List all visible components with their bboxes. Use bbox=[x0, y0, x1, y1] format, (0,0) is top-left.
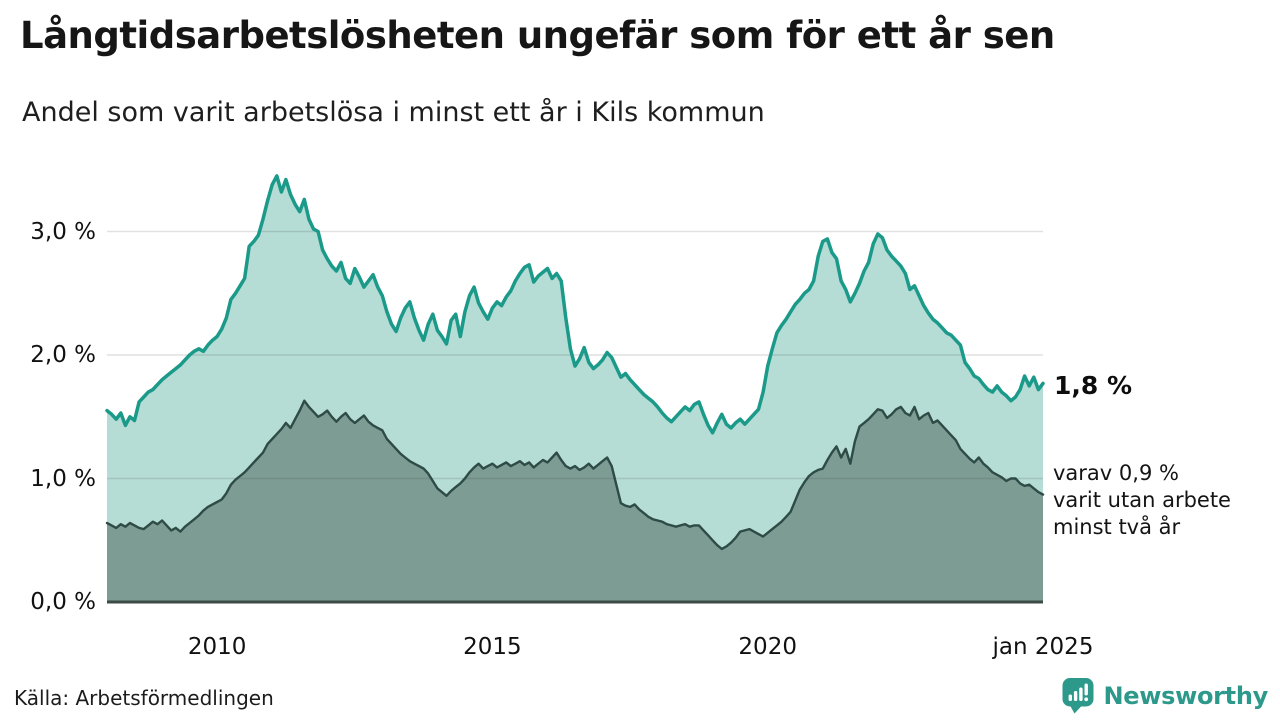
x-axis-label: 2020 bbox=[738, 634, 797, 660]
latest-total-value-label: 1,8 % bbox=[1054, 371, 1133, 400]
two-year-annotation-line1: varav 0,9 % bbox=[1053, 461, 1179, 485]
newsworthy-logo-text: Newsworthy bbox=[1103, 681, 1268, 710]
y-axis-label: 1,0 % bbox=[30, 465, 96, 492]
x-axis-label: jan 2025 bbox=[992, 634, 1094, 660]
source-note: Källa: Arbetsförmedlingen bbox=[14, 686, 274, 710]
y-axis-label: 0,0 % bbox=[30, 589, 96, 615]
two-year-annotation: varav 0,9 % varit utan arbete minst två … bbox=[1053, 460, 1231, 541]
two-year-annotation-line3: minst två år bbox=[1053, 515, 1181, 539]
y-axis-label: 2,0 % bbox=[30, 342, 96, 368]
page-title: Långtidsarbetslösheten ungefär som för e… bbox=[20, 14, 1055, 57]
newsworthy-bubble-chart-icon bbox=[1061, 677, 1095, 714]
x-axis-label: 2010 bbox=[187, 634, 247, 660]
x-axis-label: 2015 bbox=[463, 634, 522, 660]
two-year-annotation-line2: varit utan arbete bbox=[1053, 488, 1231, 512]
y-axis-label: 3,0 % bbox=[30, 218, 96, 245]
chart-subtitle: Andel som varit arbetslösa i minst ett å… bbox=[22, 97, 765, 128]
newsworthy-logo: Newsworthy bbox=[1061, 677, 1268, 714]
